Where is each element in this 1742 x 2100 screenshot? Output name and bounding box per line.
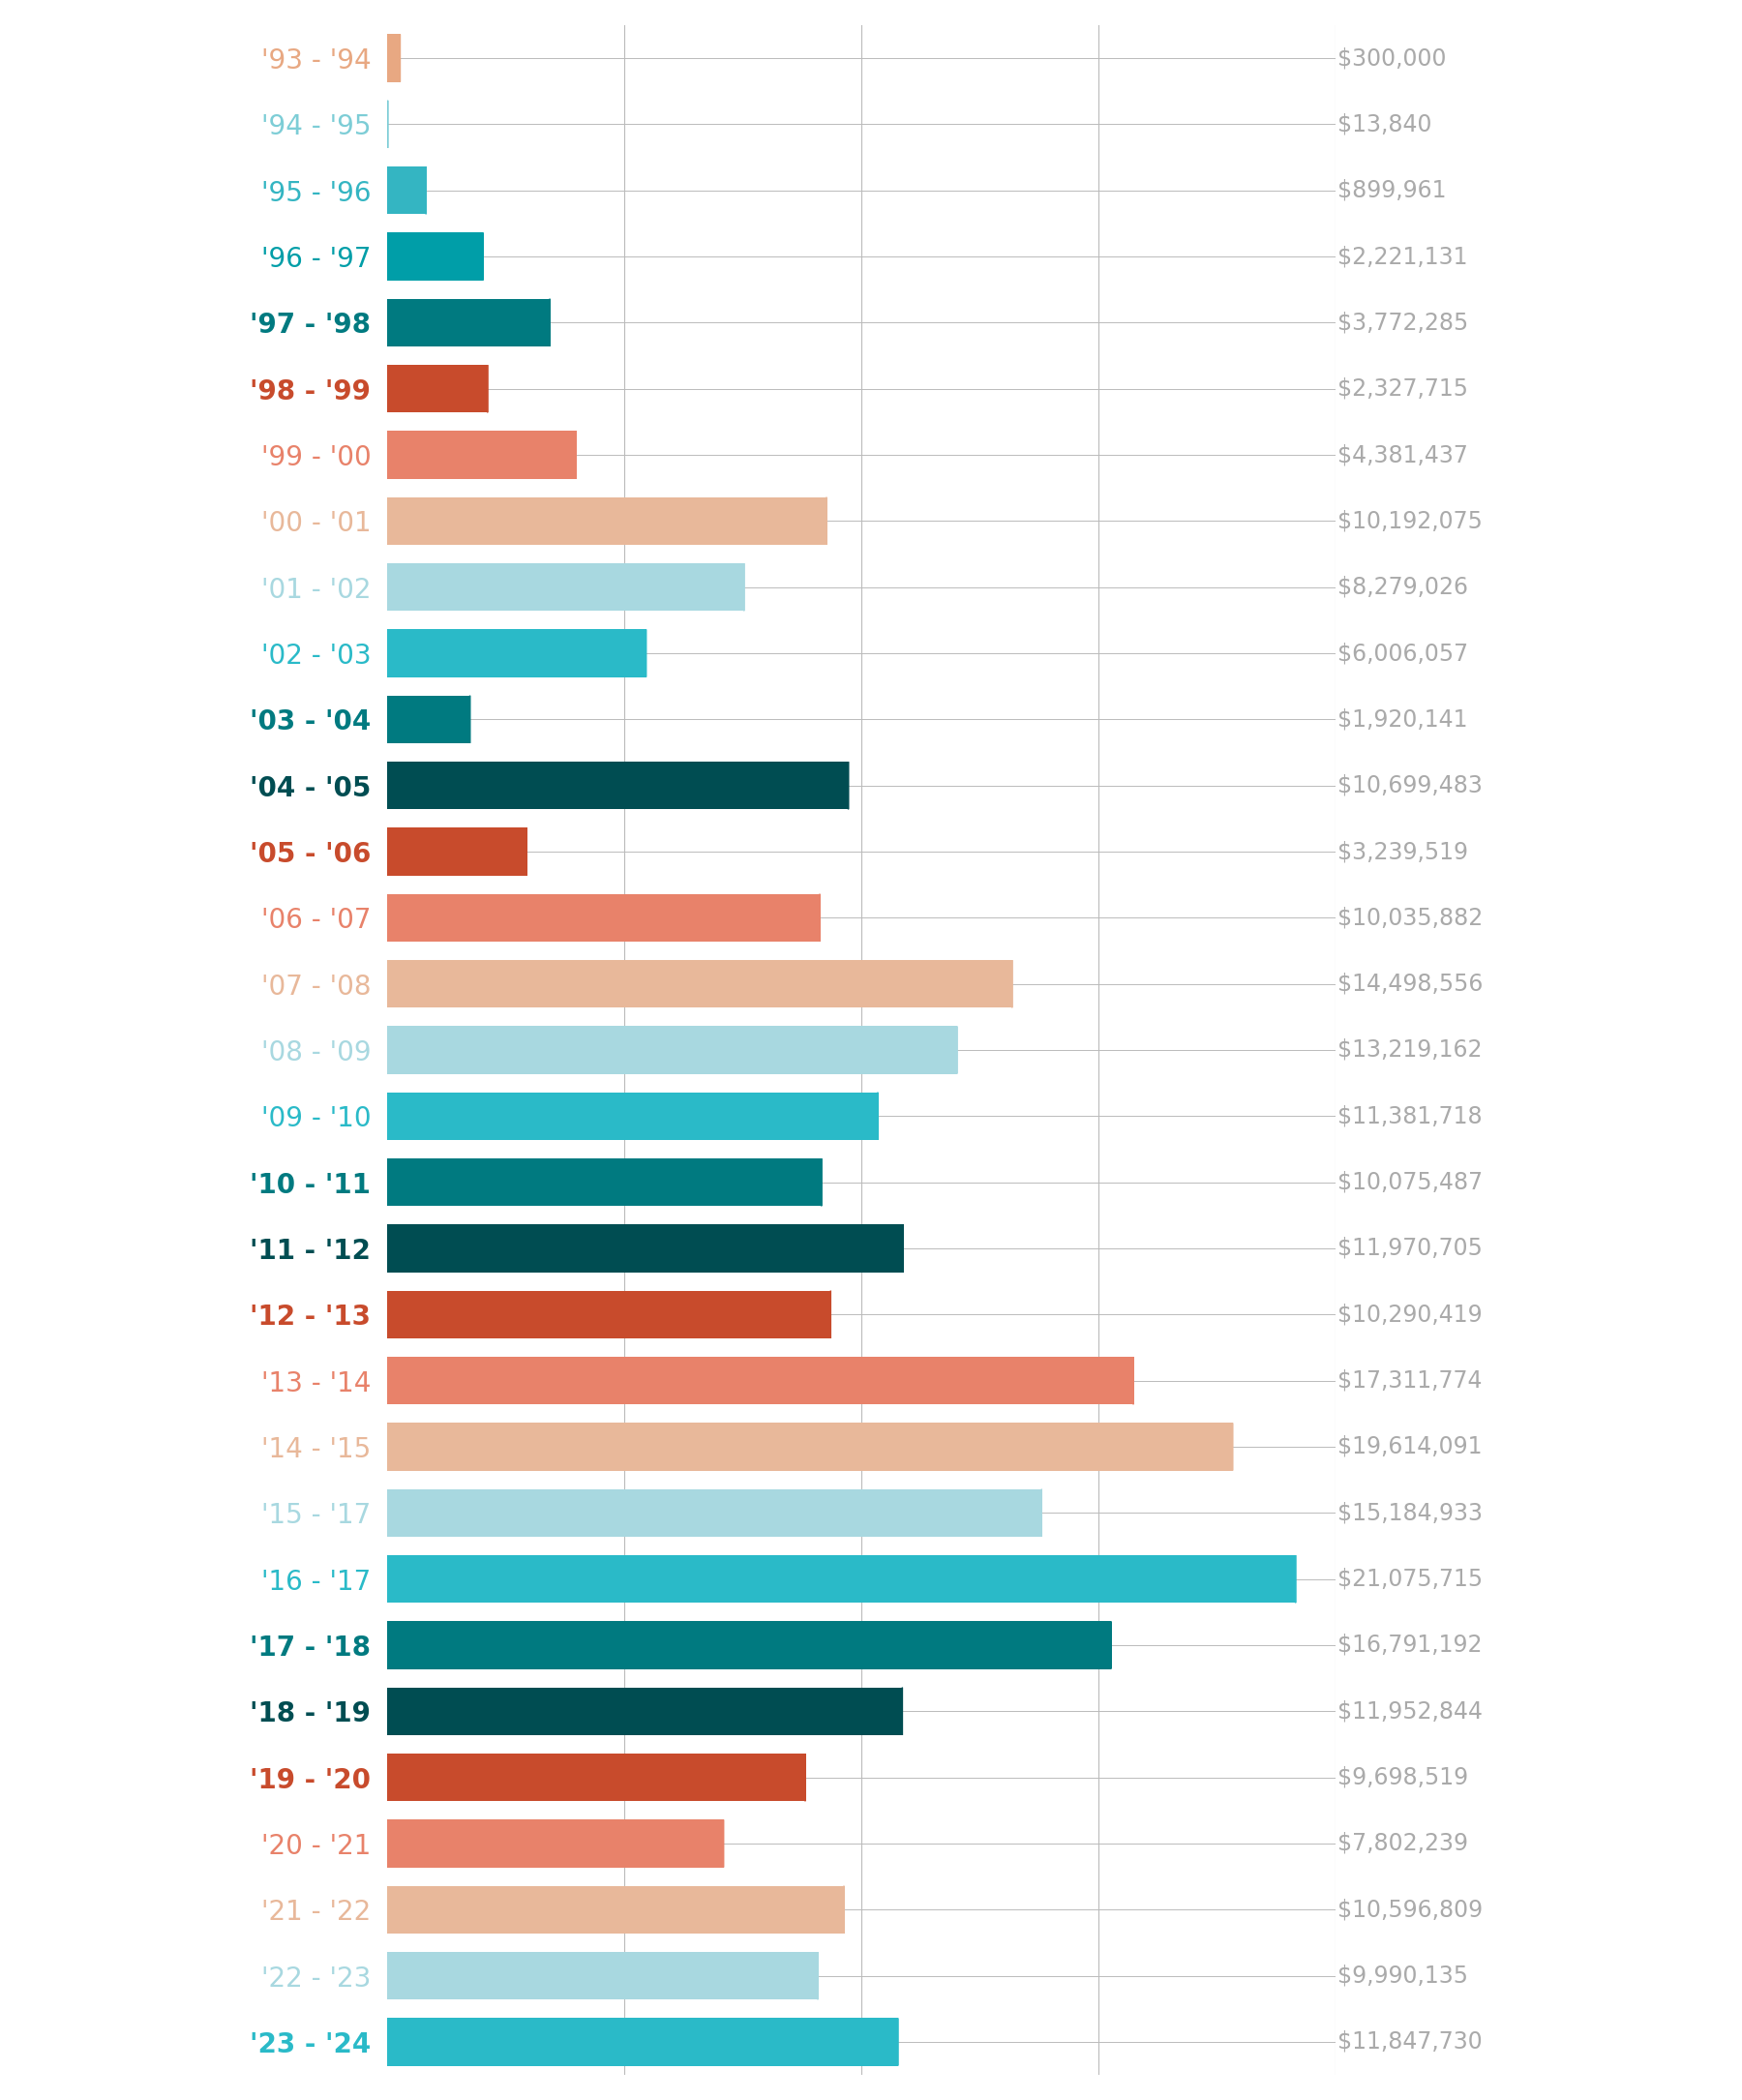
Text: $1,920,141: $1,920,141 bbox=[1338, 708, 1467, 731]
Text: $6,006,057: $6,006,057 bbox=[1338, 643, 1469, 666]
Text: $3,239,519: $3,239,519 bbox=[1338, 840, 1469, 863]
Text: $11,970,705: $11,970,705 bbox=[1338, 1237, 1482, 1260]
Bar bbox=[387, 630, 646, 676]
Bar bbox=[387, 1556, 1296, 1602]
Bar bbox=[387, 895, 820, 941]
Bar bbox=[387, 1953, 817, 1999]
Bar bbox=[387, 430, 577, 479]
Bar bbox=[387, 298, 550, 346]
Bar bbox=[387, 1292, 831, 1338]
Text: $11,847,730: $11,847,730 bbox=[1338, 2031, 1482, 2054]
Text: $10,699,483: $10,699,483 bbox=[1338, 775, 1482, 798]
Bar bbox=[387, 827, 526, 876]
Text: $13,840: $13,840 bbox=[1338, 113, 1432, 137]
Text: $8,279,026: $8,279,026 bbox=[1338, 575, 1469, 598]
Bar bbox=[387, 762, 848, 808]
Text: $11,952,844: $11,952,844 bbox=[1338, 1699, 1482, 1722]
Bar bbox=[387, 1159, 822, 1205]
Bar bbox=[387, 233, 483, 279]
Text: $21,075,715: $21,075,715 bbox=[1338, 1567, 1482, 1590]
Bar bbox=[387, 1489, 1042, 1537]
Text: $17,311,774: $17,311,774 bbox=[1338, 1369, 1482, 1392]
Text: $10,290,419: $10,290,419 bbox=[1338, 1302, 1482, 1325]
Bar bbox=[387, 1688, 902, 1735]
Text: $3,772,285: $3,772,285 bbox=[1338, 311, 1469, 334]
Bar bbox=[387, 695, 470, 743]
Bar bbox=[387, 365, 488, 412]
Text: $2,327,715: $2,327,715 bbox=[1338, 378, 1469, 401]
Bar bbox=[387, 498, 826, 544]
Text: $15,184,933: $15,184,933 bbox=[1338, 1502, 1482, 1525]
Text: $10,192,075: $10,192,075 bbox=[1338, 510, 1482, 533]
Bar bbox=[387, 1753, 805, 1802]
Text: $10,035,882: $10,035,882 bbox=[1338, 905, 1482, 930]
Bar bbox=[387, 1821, 723, 1867]
Text: $13,219,162: $13,219,162 bbox=[1338, 1037, 1482, 1063]
Bar bbox=[387, 34, 401, 82]
Text: $9,698,519: $9,698,519 bbox=[1338, 1766, 1469, 1789]
Bar bbox=[387, 2018, 897, 2066]
Text: $7,802,239: $7,802,239 bbox=[1338, 1831, 1469, 1854]
Bar bbox=[387, 1092, 878, 1140]
Text: $300,000: $300,000 bbox=[1338, 46, 1446, 69]
Text: $10,075,487: $10,075,487 bbox=[1338, 1170, 1482, 1195]
Text: $10,596,809: $10,596,809 bbox=[1338, 1898, 1482, 1922]
Bar bbox=[387, 563, 744, 611]
Bar bbox=[387, 1424, 1233, 1470]
Text: $19,614,091: $19,614,091 bbox=[1338, 1434, 1482, 1457]
Text: $11,381,718: $11,381,718 bbox=[1338, 1105, 1482, 1128]
Bar bbox=[387, 1027, 956, 1073]
Text: $14,498,556: $14,498,556 bbox=[1338, 972, 1482, 995]
Bar bbox=[387, 1224, 902, 1273]
Text: $16,791,192: $16,791,192 bbox=[1338, 1634, 1482, 1657]
Bar bbox=[387, 1886, 843, 1934]
Bar bbox=[387, 166, 427, 214]
Text: $4,381,437: $4,381,437 bbox=[1338, 443, 1469, 466]
Bar bbox=[387, 1621, 1111, 1670]
Text: $2,221,131: $2,221,131 bbox=[1338, 246, 1467, 269]
Text: $9,990,135: $9,990,135 bbox=[1338, 1964, 1469, 1987]
Text: $899,961: $899,961 bbox=[1338, 179, 1446, 202]
Bar bbox=[387, 1357, 1134, 1405]
Bar bbox=[387, 960, 1012, 1008]
